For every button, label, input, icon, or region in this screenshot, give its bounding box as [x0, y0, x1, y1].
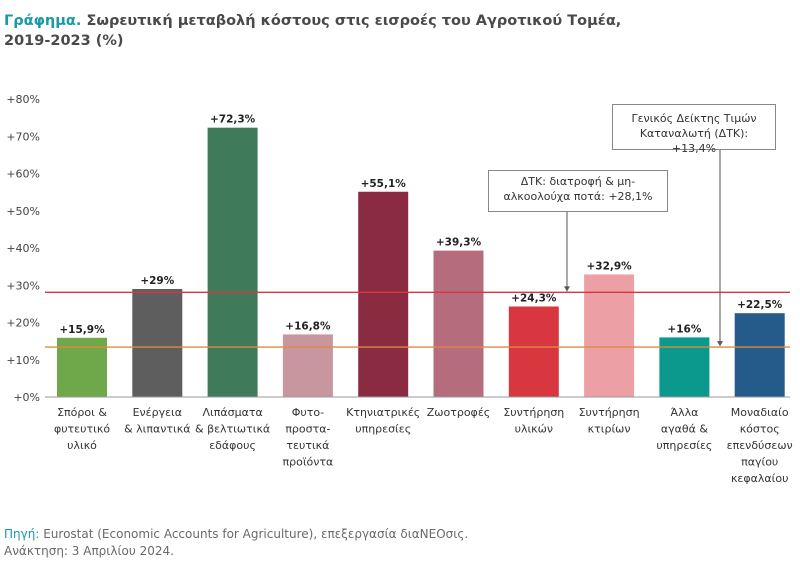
x-tick-label: κόστος	[740, 423, 780, 436]
bar	[734, 313, 785, 397]
bar	[358, 191, 409, 397]
annotation-food-cpi: ΔΤΚ: διατροφή & μη-αλκοολούχα ποτά: +28,…	[488, 170, 668, 212]
y-tick-label: +30%	[6, 279, 40, 292]
x-tick-label: υλικό	[67, 439, 97, 452]
data-label: +16,8%	[285, 320, 331, 332]
source-lead: Πηγή:	[4, 527, 40, 541]
x-tick-label: επενδύσεων	[727, 439, 793, 452]
x-tick-label: υπηρεσίες	[656, 439, 712, 452]
x-tick-label: Ενέργεια	[133, 406, 182, 419]
bar	[132, 288, 183, 397]
x-tick-label: Μοναδιαίο	[731, 406, 789, 419]
x-tick-label: Συντήρηση	[503, 406, 564, 419]
x-tick-label: Λιπάσματα	[202, 406, 262, 419]
arrow-head	[564, 286, 570, 292]
retrieved-text: Ανάκτηση: 3 Απριλίου 2024.	[4, 544, 174, 558]
x-tick-label: & βελτιωτικά	[195, 423, 270, 436]
y-tick-label: +0%	[13, 391, 40, 404]
x-tick-label: Ζωοτροφές	[427, 406, 490, 419]
bar	[584, 274, 635, 397]
x-tick-label: Φυτο-	[292, 406, 324, 419]
x-tick-label: Συντήρηση	[579, 406, 640, 419]
data-label: +29%	[140, 275, 174, 287]
bar	[659, 337, 710, 397]
data-label: +72,3%	[210, 114, 256, 126]
annotation-line: ΔΤΚ: διατροφή & μη-	[520, 175, 636, 188]
x-tick-label: φυτευτικό	[54, 423, 110, 436]
bar	[207, 127, 258, 398]
x-tick-label: υπηρεσίες	[355, 423, 411, 436]
x-tick-label: αγαθά &	[661, 423, 708, 436]
x-tick-label: προστα-	[285, 423, 330, 436]
x-tick-label: Σπόροι &	[57, 406, 107, 419]
chart-footer: Πηγή: Eurostat (Economic Accounts for Ag…	[4, 526, 468, 560]
title-text: Σωρευτική μεταβολή κόστους στις εισροές …	[81, 13, 622, 29]
x-tick-label: προϊόντα	[282, 456, 333, 469]
x-tick-label: Κτηνιατρικές	[346, 406, 420, 419]
data-label: +15,9%	[59, 324, 105, 336]
y-tick-label: +20%	[6, 317, 40, 330]
source-text: Eurostat (Economic Accounts for Agricult…	[39, 527, 469, 541]
bar	[433, 250, 484, 397]
data-label: +24,3%	[511, 292, 557, 304]
data-label: +39,3%	[436, 237, 482, 249]
bar	[508, 306, 559, 397]
y-tick-label: +10%	[6, 354, 40, 367]
x-tick-label: υλικών	[515, 423, 553, 436]
y-tick-label: +40%	[6, 242, 40, 255]
data-label: +32,9%	[586, 260, 632, 272]
y-tick-label: +50%	[6, 205, 40, 218]
x-tick-label: παγίου	[741, 456, 778, 469]
x-tick-label: εδάφους	[209, 439, 256, 452]
data-label: +55,1%	[361, 178, 407, 190]
x-tick-label: κτιρίων	[588, 423, 631, 436]
x-tick-label: Άλλα	[670, 406, 698, 419]
title-line2: 2019-2023 (%)	[4, 33, 124, 49]
x-tick-label: & λιπαντικά	[124, 423, 190, 436]
annotation-line: Γενικός Δείκτης Τιμών	[631, 112, 757, 125]
annotation-general-cpi: Γενικός Δείκτης Τιμών Καταναλωτή (ΔΤΚ): +…	[612, 104, 776, 155]
chart-title: Γράφημα. Σωρευτική μεταβολή κόστους στις…	[4, 11, 621, 51]
x-tick-label: κεφαλαίου	[731, 472, 789, 485]
annotation-line: αλκοολούχα ποτά: +28,1%	[503, 190, 653, 203]
data-label: +16%	[667, 323, 701, 335]
arrow-head	[717, 341, 723, 347]
bar	[282, 334, 333, 397]
y-tick-label: +70%	[6, 130, 40, 143]
y-tick-label: +60%	[6, 168, 40, 181]
x-tick-label: τευτικά	[286, 439, 329, 452]
title-lead: Γράφημα.	[4, 13, 82, 29]
y-tick-label: +80%	[6, 93, 40, 106]
annotation-line: Καταναλωτή (ΔΤΚ): +13,4%	[639, 127, 749, 155]
bar-chart: +0% +10% +20% +30% +40% +50% +60% +70% +80% +15,9…	[6, 93, 793, 485]
data-label: +22,5%	[737, 299, 783, 311]
